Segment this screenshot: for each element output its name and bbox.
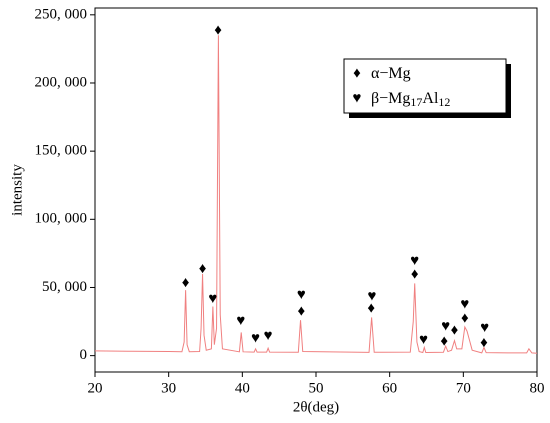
y-tick-label: 200, 000 [35,74,88,90]
peak-marker: ♦ [440,333,448,349]
peak-marker: ♥ [480,320,489,336]
y-tick-label: 250, 000 [35,6,88,22]
x-tick-label: 20 [88,380,103,396]
peak-marker: ♥ [208,291,217,307]
peak-marker: ♥ [368,288,377,304]
y-tick-label: 150, 000 [35,143,88,159]
y-tick-label: 0 [80,347,88,363]
y-tick-label: 50, 000 [42,279,87,295]
legend-symbol: ♥ [353,90,362,106]
y-axis-label: intensity [9,164,25,216]
peak-marker: ♥ [297,287,306,303]
peak-marker: ♦ [411,267,419,283]
pattern-line [94,35,538,354]
peak-marker: ♦ [367,301,375,317]
legend-subscript: 12 [438,95,450,109]
legend-subscript: 17 [410,95,422,109]
legend-symbol: ♦ [353,65,361,81]
peak-marker: ♥ [410,253,419,269]
x-tick-label: 50 [309,380,324,396]
peak-marker: ♦ [199,261,207,277]
peak-marker: ♥ [441,318,450,334]
peak-marker: ♥ [236,313,245,329]
legend-label: α−Mg [371,65,411,82]
peak-marker: ♦ [297,303,305,319]
peak-marker: ♦ [461,310,469,326]
x-axis-label: 2θ(deg) [293,399,339,415]
peak-marker: ♦ [451,323,459,339]
peak-marker: ♦ [214,23,222,39]
legend-text: α−Mg [371,65,411,82]
peak-marker: ♥ [251,331,260,347]
peak-marker: ♦ [480,335,488,351]
x-tick-label: 70 [456,380,471,396]
x-tick-label: 80 [530,380,545,396]
y-tick-label: 100, 000 [35,211,88,227]
x-tick-label: 30 [161,380,176,396]
x-tick-label: 60 [382,380,397,396]
legend-box [343,58,507,114]
peak-marker: ♦ [182,275,190,291]
peak-marker: ♥ [460,297,469,313]
peak-marker: ♥ [419,332,428,348]
legend-label: β−Mg17Al12 [371,90,450,109]
x-tick-label: 40 [235,380,250,396]
legend-text: Al [422,90,439,107]
peak-marker: ♥ [264,328,273,344]
legend-text: β−Mg [371,90,410,107]
